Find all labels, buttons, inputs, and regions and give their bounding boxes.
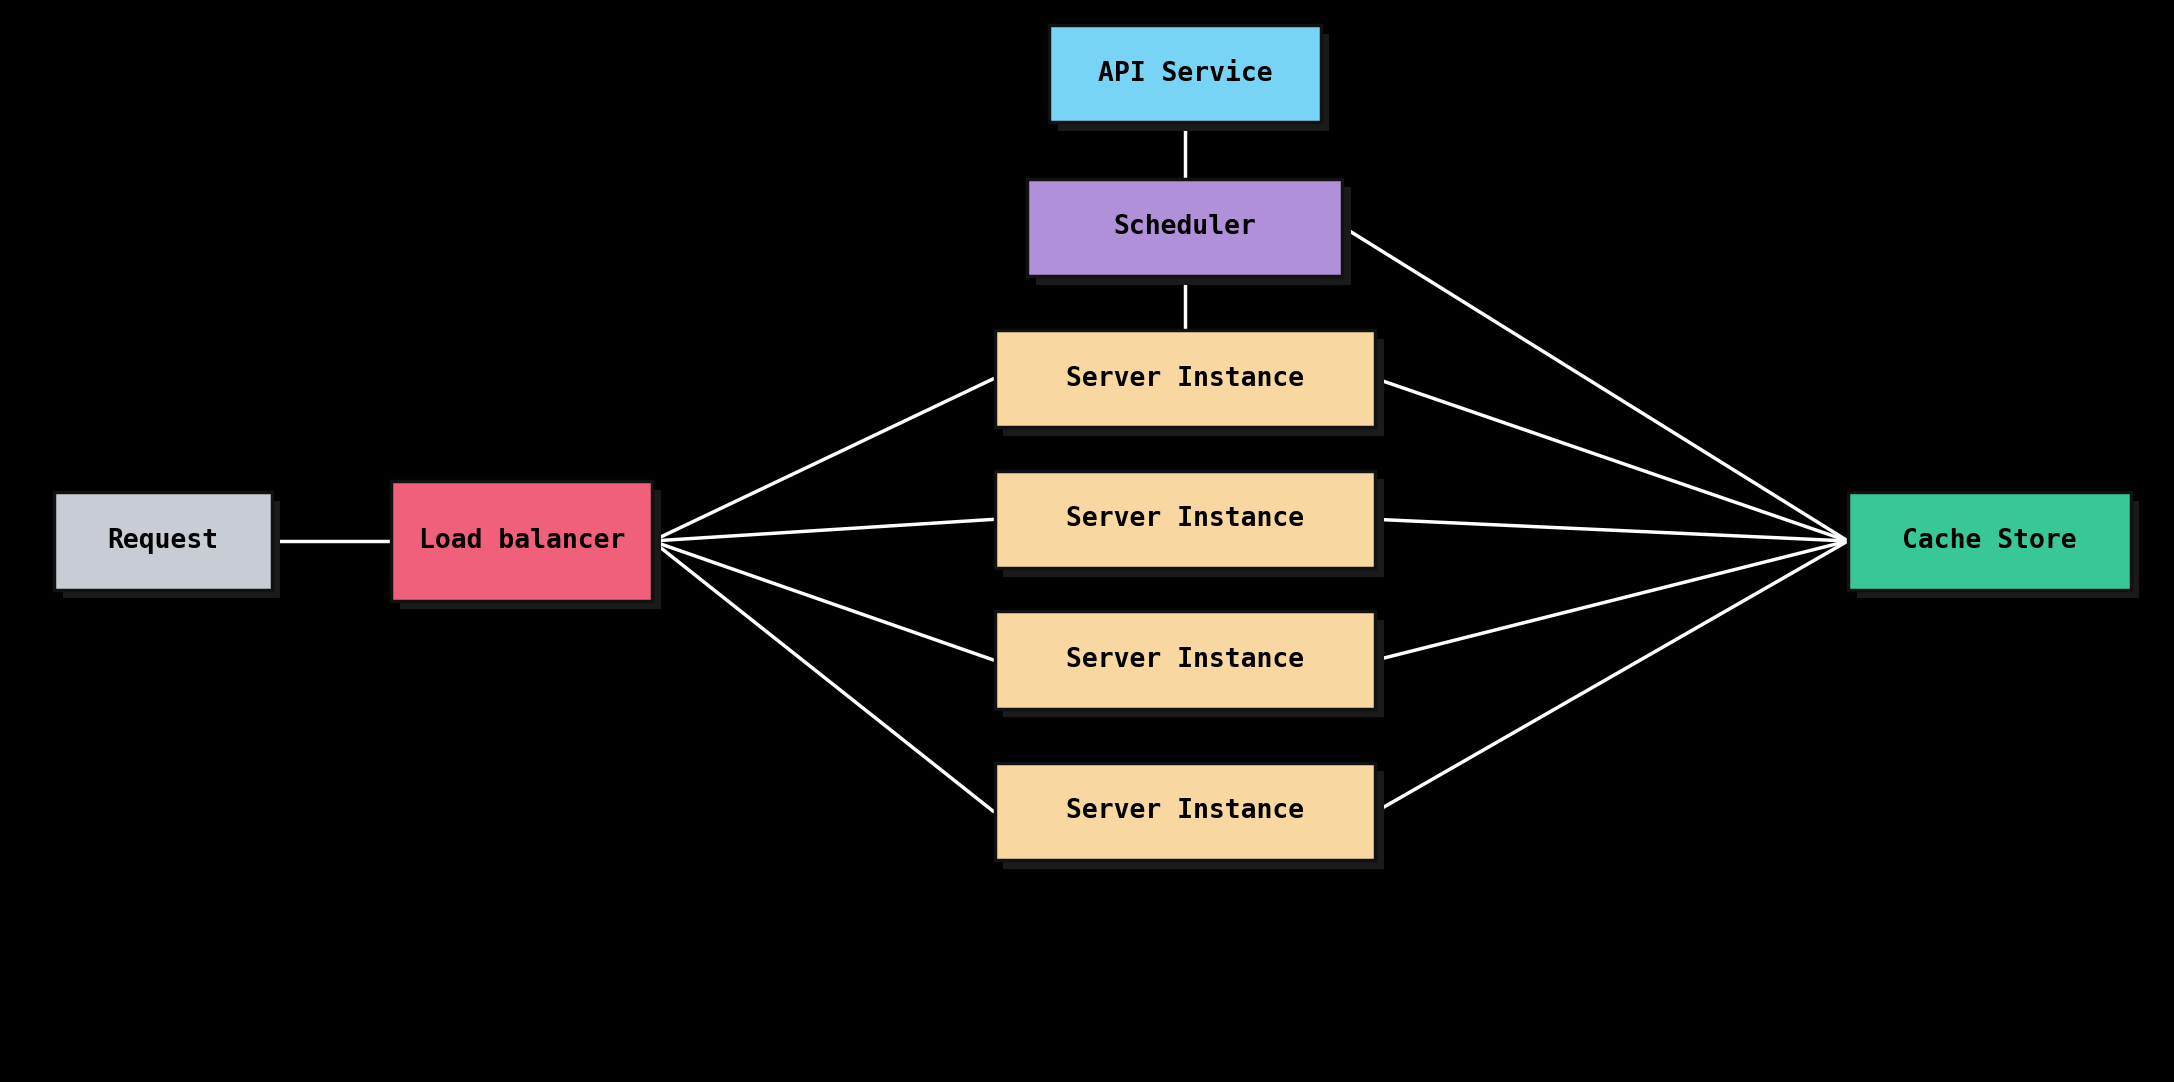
FancyBboxPatch shape: [996, 763, 1376, 860]
FancyBboxPatch shape: [63, 501, 280, 598]
FancyBboxPatch shape: [1028, 179, 1344, 276]
Text: Request: Request: [107, 528, 220, 554]
FancyBboxPatch shape: [1059, 34, 1330, 131]
Text: Scheduler: Scheduler: [1113, 214, 1257, 240]
Text: Load balancer: Load balancer: [420, 528, 624, 554]
FancyBboxPatch shape: [1004, 620, 1385, 717]
FancyBboxPatch shape: [996, 330, 1376, 427]
FancyBboxPatch shape: [1848, 492, 2131, 590]
Text: Server Instance: Server Instance: [1065, 799, 1304, 824]
Text: API Service: API Service: [1098, 61, 1272, 87]
FancyBboxPatch shape: [1004, 479, 1385, 577]
FancyBboxPatch shape: [1004, 339, 1385, 436]
FancyBboxPatch shape: [391, 481, 652, 601]
FancyBboxPatch shape: [996, 611, 1376, 709]
FancyBboxPatch shape: [54, 492, 272, 590]
FancyBboxPatch shape: [400, 490, 661, 609]
FancyBboxPatch shape: [1037, 187, 1352, 285]
Text: Server Instance: Server Instance: [1065, 366, 1304, 392]
Text: Cache Store: Cache Store: [1902, 528, 2076, 554]
FancyBboxPatch shape: [1050, 25, 1322, 122]
FancyBboxPatch shape: [996, 471, 1376, 568]
Text: Server Instance: Server Instance: [1065, 647, 1304, 673]
FancyBboxPatch shape: [1004, 771, 1385, 869]
FancyBboxPatch shape: [1857, 501, 2139, 598]
Text: Server Instance: Server Instance: [1065, 506, 1304, 532]
